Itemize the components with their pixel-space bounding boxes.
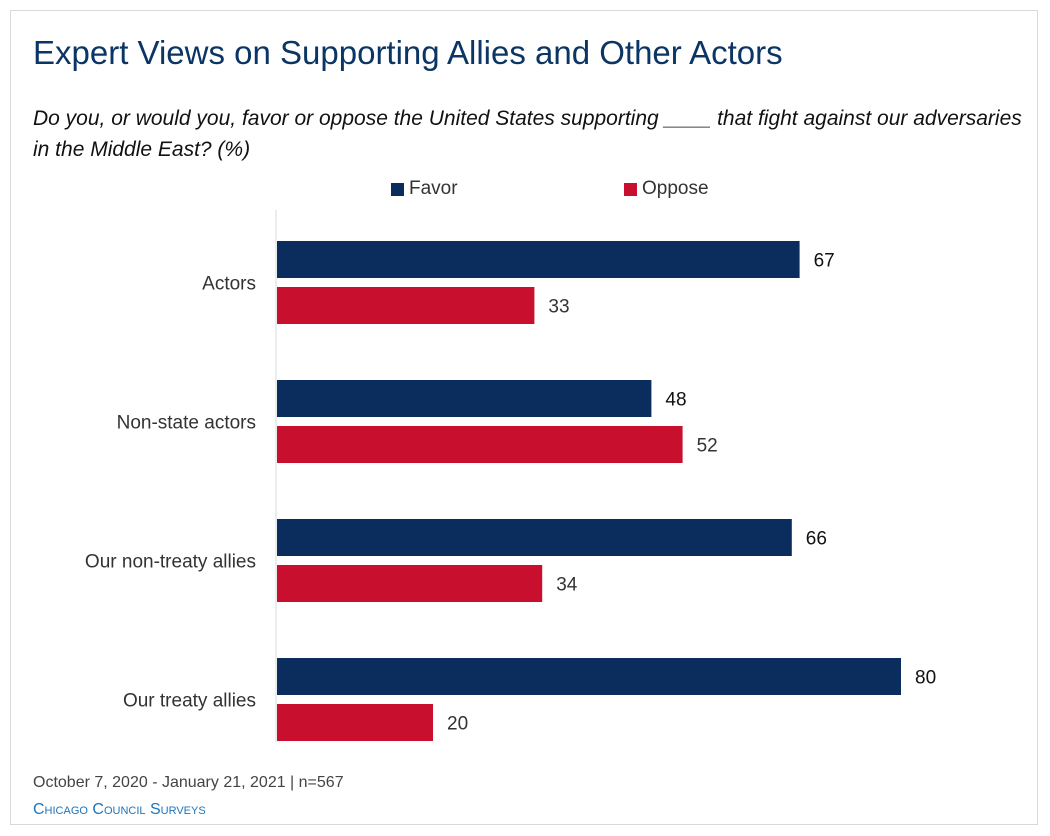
- chart-title: Expert Views on Supporting Allies and Ot…: [33, 34, 783, 71]
- legend-item-oppose: Oppose: [624, 178, 709, 200]
- category-label: Actors: [202, 274, 256, 295]
- data-label-oppose: 33: [548, 297, 569, 318]
- legend-item-favor: Favor: [391, 178, 458, 200]
- legend-swatch-favor: [391, 182, 404, 196]
- data-label-favor: 66: [806, 529, 827, 550]
- bar-favor-2: [277, 380, 652, 417]
- bar-oppose-1: [277, 287, 535, 324]
- data-label-favor: 67: [814, 251, 835, 272]
- category-label: Non-state actors: [117, 413, 256, 434]
- bar-oppose-3: [277, 565, 543, 602]
- footer-date: October 7, 2020 - January 21, 2021 | n=5…: [33, 774, 344, 791]
- legend-swatch-oppose: [624, 182, 637, 196]
- bar-favor-1: [277, 241, 800, 278]
- data-label-oppose: 20: [447, 714, 468, 735]
- bar-oppose-4: [277, 704, 433, 741]
- chart-subtitle: Do you, or would you, favor or oppose th…: [33, 107, 1022, 161]
- bar-favor-3: [277, 519, 792, 556]
- bar-favor-4: [277, 658, 901, 695]
- data-label-favor: 48: [665, 390, 686, 411]
- data-label-oppose: 52: [697, 436, 718, 457]
- category-label: Our non-treaty allies: [85, 552, 256, 573]
- data-label-favor: 80: [915, 668, 936, 689]
- footer-source: Chicago Council Surveys: [33, 801, 206, 818]
- legend-label-oppose: Oppose: [642, 178, 709, 199]
- data-label-oppose: 34: [556, 575, 578, 596]
- legend-label-favor: Favor: [409, 178, 458, 199]
- category-label: Our treaty allies: [123, 691, 256, 712]
- bar-oppose-2: [277, 426, 683, 463]
